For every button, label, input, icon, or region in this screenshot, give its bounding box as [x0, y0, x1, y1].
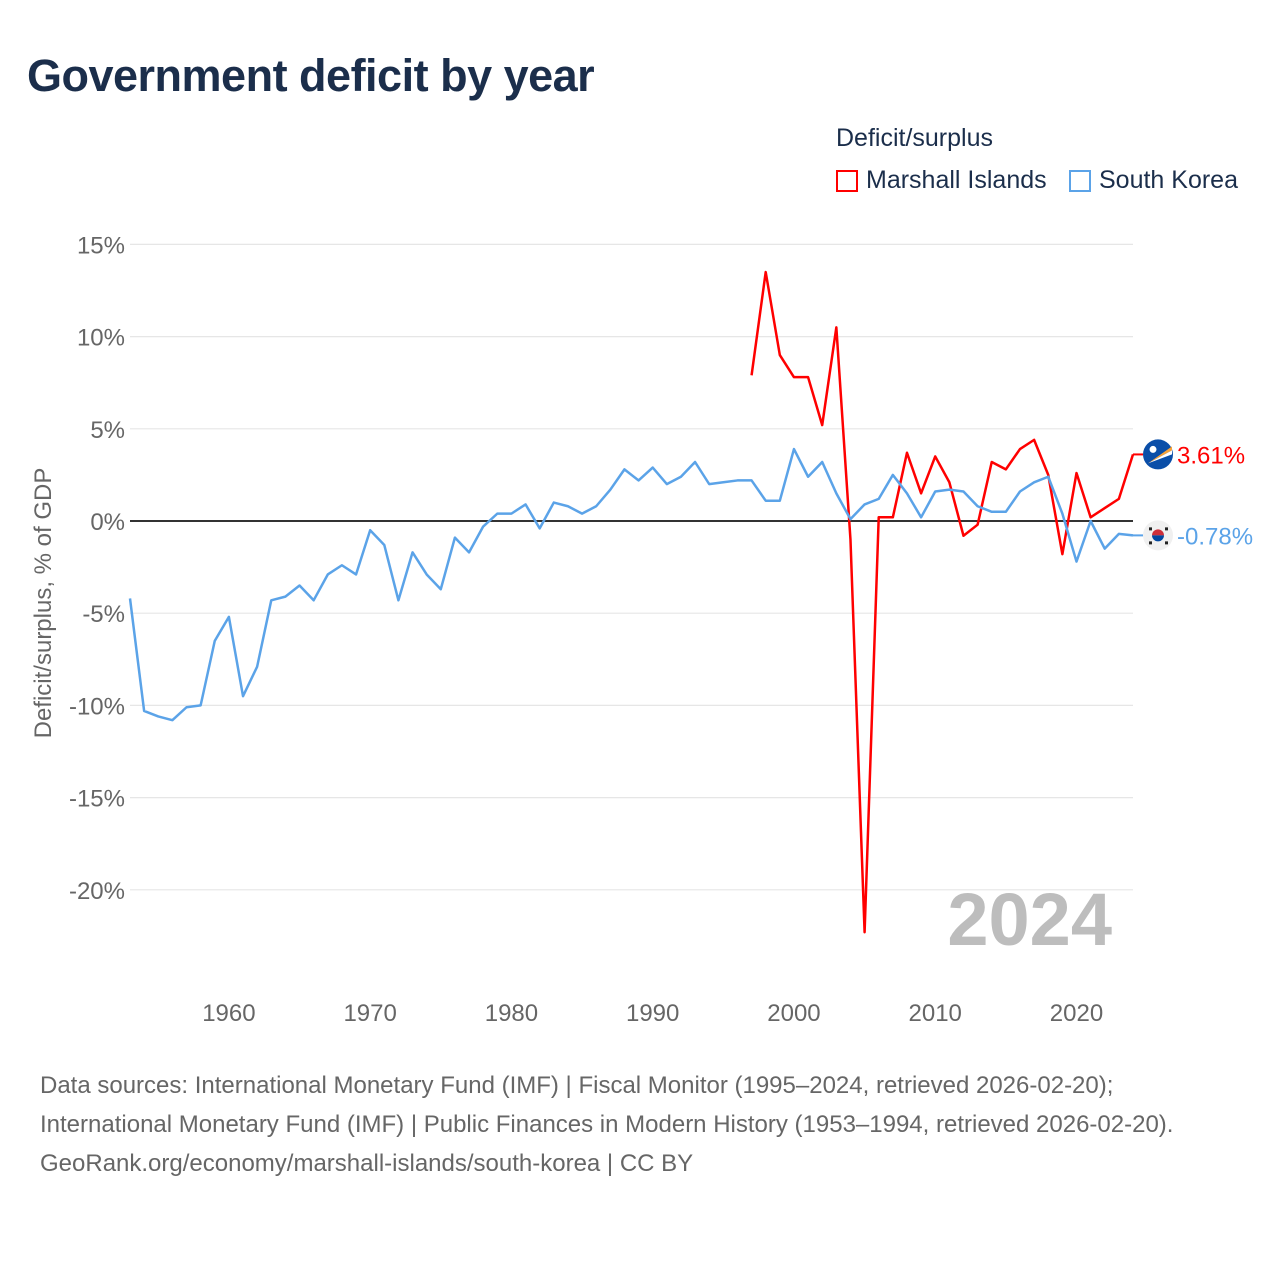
y-tick-label: -20% [69, 878, 125, 905]
x-tick-label: 1970 [343, 1000, 396, 1027]
y-tick-label: 15% [77, 232, 125, 259]
y-tick-label: -10% [69, 693, 125, 720]
x-tick-label: 2020 [1050, 1000, 1103, 1027]
y-tick-label: 0% [90, 509, 125, 536]
series-line-south-korea [128, 447, 1134, 722]
source-note: Data sources: International Monetary Fun… [40, 1066, 1240, 1183]
legend-swatch [1069, 169, 1091, 192]
x-tick-label: 1980 [485, 1000, 538, 1027]
y-tick-label: 10% [77, 325, 125, 352]
y-tick-label: 5% [90, 417, 125, 444]
end-value-label: -0.78% [1177, 523, 1253, 550]
south-korea-flag-icon [1143, 520, 1173, 551]
legend-title: Deficit/surplus [836, 124, 993, 152]
series-line-marshall-islands [750, 270, 1135, 934]
line-chart: 15% 10% 5% 0% -5% -10% -15% -20% 1960 1970 1980 199… [30, 232, 1253, 1027]
end-value-label: 3.61% [1177, 442, 1245, 469]
x-tick-label: 1990 [626, 1000, 679, 1027]
legend-label: South Korea [1099, 166, 1238, 194]
data-sources: Data sources: International Monetary Fun… [40, 1072, 1174, 1138]
source-link[interactable]: GeoRank.org/economy/marshall-islands/sou… [40, 1150, 694, 1177]
legend-item-marshall-islands[interactable]: Marshall Islands [836, 166, 1047, 195]
y-tick-label: -15% [69, 786, 125, 813]
y-tick-label: -5% [82, 601, 125, 628]
x-tick-label: 1960 [202, 1000, 255, 1027]
marshall-islands-flag-icon [1143, 439, 1173, 470]
x-tick-label: 2010 [909, 1000, 962, 1027]
legend-item-south-korea[interactable]: South Korea [1069, 166, 1238, 195]
chart-title: Government deficit by year [27, 50, 595, 101]
y-axis-label: Deficit/surplus, % of GDP [30, 468, 57, 739]
x-tick-label: 2000 [767, 1000, 820, 1027]
legend-swatch [836, 169, 858, 192]
year-watermark: 2024 [947, 878, 1112, 961]
legend-label: Marshall Islands [866, 166, 1047, 194]
